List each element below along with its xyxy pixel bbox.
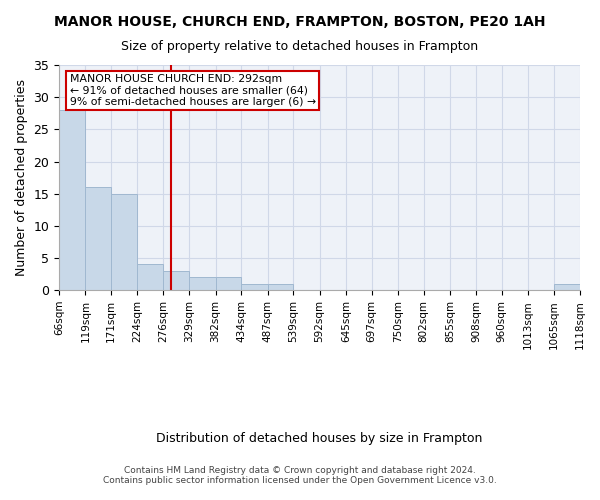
Bar	[554, 284, 580, 290]
Y-axis label: Number of detached properties: Number of detached properties	[15, 79, 28, 276]
Bar	[190, 278, 215, 290]
Bar	[215, 278, 241, 290]
Bar	[59, 110, 85, 290]
Bar	[137, 264, 163, 290]
Text: Size of property relative to detached houses in Frampton: Size of property relative to detached ho…	[121, 40, 479, 53]
Bar	[241, 284, 268, 290]
X-axis label: Distribution of detached houses by size in Frampton: Distribution of detached houses by size …	[157, 432, 483, 445]
Bar	[268, 284, 293, 290]
Text: MANOR HOUSE CHURCH END: 292sqm
← 91% of detached houses are smaller (64)
9% of s: MANOR HOUSE CHURCH END: 292sqm ← 91% of …	[70, 74, 316, 107]
Bar	[111, 194, 137, 290]
Text: MANOR HOUSE, CHURCH END, FRAMPTON, BOSTON, PE20 1AH: MANOR HOUSE, CHURCH END, FRAMPTON, BOSTO…	[54, 15, 546, 29]
Text: Contains HM Land Registry data © Crown copyright and database right 2024.
Contai: Contains HM Land Registry data © Crown c…	[103, 466, 497, 485]
Bar	[163, 271, 190, 290]
Bar	[85, 187, 111, 290]
